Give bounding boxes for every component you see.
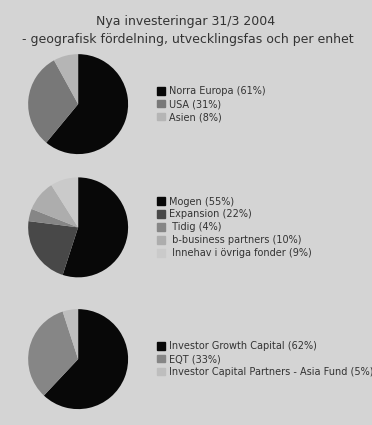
Wedge shape [62,309,78,359]
Legend: Norra Europa (61%), USA (31%), Asien (8%): Norra Europa (61%), USA (31%), Asien (8%… [157,86,266,122]
Text: Nya investeringar 31/3 2004
 - geografisk fördelning, utvecklingsfas och per enh: Nya investeringar 31/3 2004 - geografisk… [18,15,354,46]
Wedge shape [62,177,128,278]
Wedge shape [28,60,78,143]
Wedge shape [28,312,78,396]
Wedge shape [32,185,78,227]
Wedge shape [29,209,78,227]
Legend: Mogen (55%), Expansion (22%),  Tidig (4%),  b-business partners (10%),  Innehav : Mogen (55%), Expansion (22%), Tidig (4%)… [157,196,312,258]
Wedge shape [28,221,78,275]
Wedge shape [44,309,128,409]
Wedge shape [46,54,128,154]
Wedge shape [51,177,78,227]
Wedge shape [54,54,78,104]
Legend: Investor Growth Capital (62%), EQT (33%), Investor Capital Partners - Asia Fund : Investor Growth Capital (62%), EQT (33%)… [157,341,372,377]
